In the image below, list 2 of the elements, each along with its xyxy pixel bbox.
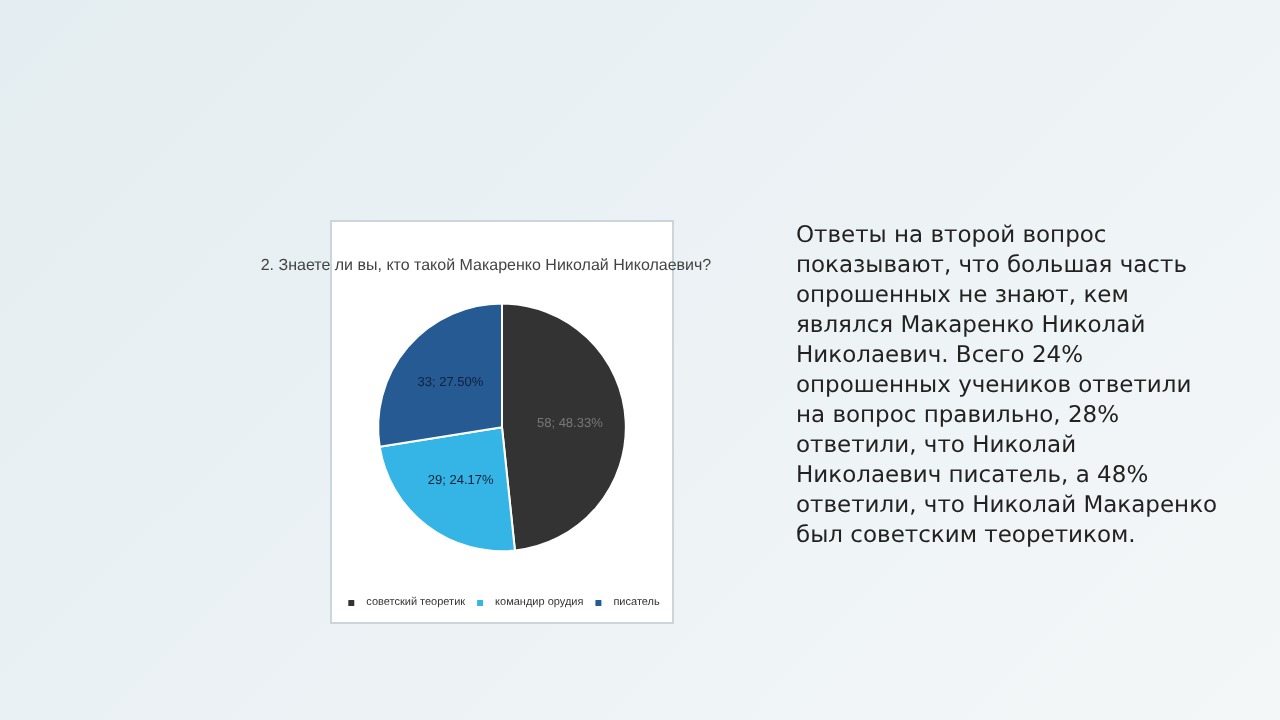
chart-title: 2. Знаете ли вы, кто такой Макаренко Николай Николаевич? [258, 256, 714, 274]
text: Ответы на второй вопрос показывают, что большая часть опрошенных не знают, кем являлся Макаренко Николай Николаевич. Всего 24% опрошенных учеников ответили на вопрос правильно, 28% ответили, что Николай Николаевич писатель, а 48% ответили, что Николай Макаренко был советским теоретиком. [796, 220, 1218, 548]
